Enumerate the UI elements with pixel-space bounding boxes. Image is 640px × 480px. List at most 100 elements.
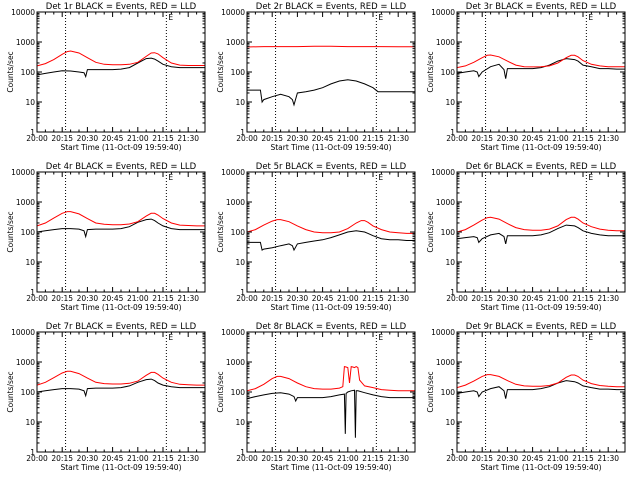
- x-tick-label: 21:30: [177, 454, 199, 463]
- marker-label: E: [378, 13, 383, 22]
- y-axis-label: Counts/sec: [426, 371, 435, 412]
- y-tick-label: 10: [25, 98, 35, 107]
- chart-title: Det 9r BLACK = Events, RED = LLD: [466, 322, 617, 332]
- x-tick-label: 21:15: [362, 134, 384, 143]
- y-tick-label: 1: [240, 448, 245, 457]
- chart-title: Det 4r BLACK = Events, RED = LLD: [46, 162, 197, 172]
- x-tick-label: 21:00: [547, 454, 569, 463]
- y-tick-label: 10000: [221, 328, 245, 337]
- x-tick-label: 21:15: [152, 454, 174, 463]
- y-axis-label: Counts/sec: [216, 211, 225, 252]
- x-tick-label: 21:15: [152, 294, 174, 303]
- x-tick-label: 21:30: [597, 134, 619, 143]
- marker-label: E: [378, 333, 383, 342]
- chart-title: Det 1r BLACK = Events, RED = LLD: [46, 2, 197, 12]
- series-events-line: [247, 79, 415, 107]
- y-tick-label: 100: [441, 228, 456, 237]
- series-lld-line: [37, 370, 205, 386]
- marker-label: E: [588, 333, 593, 342]
- x-axis-label: Start Time (11-Oct-09 19:59:40): [270, 463, 391, 472]
- y-tick-label: 100: [21, 228, 36, 237]
- y-tick-label: 10000: [431, 328, 455, 337]
- y-tick-label: 1000: [436, 198, 455, 207]
- x-tick-label: 20:00: [236, 294, 258, 303]
- y-tick-label: 10: [25, 418, 35, 427]
- x-tick-label: 20:30: [287, 134, 309, 143]
- series-lld-line: [247, 219, 415, 234]
- y-tick-label: 1000: [436, 38, 455, 47]
- x-tick-label: 20:30: [497, 454, 519, 463]
- y-tick-label: 10000: [431, 8, 455, 17]
- marker-label: E: [588, 13, 593, 22]
- x-tick-label: 20:00: [446, 294, 468, 303]
- y-tick-label: 10: [445, 98, 455, 107]
- y-tick-label: 100: [231, 228, 246, 237]
- y-axis-label: Counts/sec: [216, 371, 225, 412]
- x-tick-label: 20:00: [446, 454, 468, 463]
- x-tick-label: 20:45: [522, 134, 544, 143]
- y-tick-label: 1: [30, 288, 35, 297]
- x-tick-label: 21:15: [572, 294, 594, 303]
- chart-title: Det 5r BLACK = Events, RED = LLD: [256, 162, 407, 172]
- series-lld-line: [247, 365, 415, 392]
- x-axis-label: Start Time (11-Oct-09 19:59:40): [480, 303, 601, 312]
- x-tick-label: 20:30: [287, 454, 309, 463]
- y-tick-label: 1: [30, 128, 35, 137]
- x-tick-label: 21:00: [337, 454, 359, 463]
- series-events-line: [247, 389, 415, 438]
- chart-title: Det 8r BLACK = Events, RED = LLD: [256, 322, 407, 332]
- marker-label: E: [168, 333, 173, 342]
- y-axis-label: Counts/sec: [6, 51, 15, 92]
- series-events-line: [247, 230, 415, 252]
- y-axis-label: Counts/sec: [6, 211, 15, 252]
- x-axis-label: Start Time (11-Oct-09 19:59:40): [270, 303, 391, 312]
- x-tick-label: 20:30: [497, 134, 519, 143]
- y-tick-label: 10000: [221, 8, 245, 17]
- chart-title: Det 6r BLACK = Events, RED = LLD: [466, 162, 617, 172]
- marker-label: E: [588, 173, 593, 182]
- x-tick-label: 20:15: [471, 134, 493, 143]
- x-tick-label: 21:00: [337, 294, 359, 303]
- plot-frame: [246, 11, 416, 133]
- x-tick-label: 20:30: [77, 454, 99, 463]
- y-tick-label: 100: [21, 68, 36, 77]
- y-tick-label: 1000: [226, 358, 245, 367]
- series-lld-line: [457, 216, 625, 233]
- y-tick-label: 10000: [11, 8, 35, 17]
- x-tick-label: 21:00: [547, 294, 569, 303]
- x-axis-label: Start Time (11-Oct-09 19:59:40): [60, 463, 181, 472]
- x-tick-label: 20:45: [522, 294, 544, 303]
- x-axis-label: Start Time (11-Oct-09 19:59:40): [60, 303, 181, 312]
- x-tick-label: 20:45: [102, 134, 124, 143]
- series-events-line: [457, 224, 625, 245]
- series-lld-line: [37, 50, 205, 67]
- y-axis-label: Counts/sec: [426, 211, 435, 252]
- x-tick-label: 21:15: [362, 454, 384, 463]
- y-tick-label: 10000: [11, 328, 35, 337]
- y-tick-label: 10: [235, 258, 245, 267]
- x-tick-label: 20:15: [471, 294, 493, 303]
- plot-frame: [456, 171, 626, 293]
- y-tick-label: 1000: [16, 358, 35, 367]
- plot-frame: [246, 331, 416, 453]
- x-axis-label: Start Time (11-Oct-09 19:59:40): [60, 143, 181, 152]
- x-tick-label: 20:00: [26, 454, 48, 463]
- y-tick-label: 100: [231, 388, 246, 397]
- x-tick-label: 21:30: [177, 134, 199, 143]
- y-tick-label: 10: [235, 418, 245, 427]
- x-tick-label: 21:00: [127, 294, 149, 303]
- x-tick-label: 20:15: [261, 134, 283, 143]
- y-tick-label: 10: [235, 98, 245, 107]
- x-tick-label: 20:00: [26, 294, 48, 303]
- x-tick-label: 20:45: [312, 134, 334, 143]
- y-axis-label: Counts/sec: [216, 51, 225, 92]
- series-lld-line: [247, 45, 415, 48]
- plot-frame: [36, 11, 206, 133]
- y-axis-label: Counts/sec: [426, 51, 435, 92]
- x-tick-label: 20:15: [51, 134, 73, 143]
